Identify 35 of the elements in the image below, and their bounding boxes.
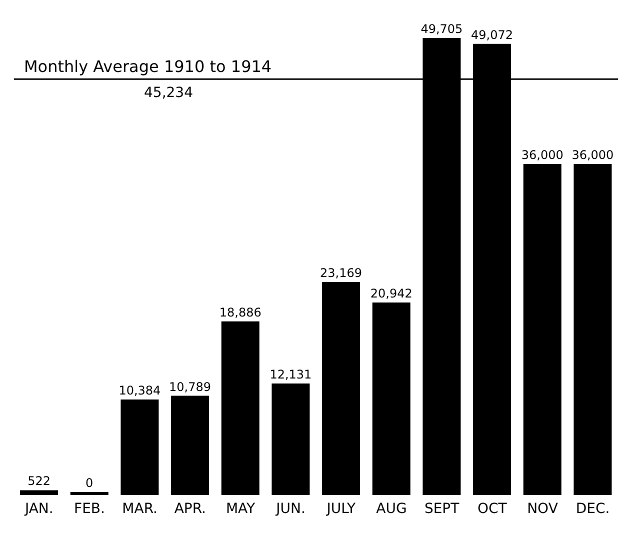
bar <box>523 164 562 495</box>
data-label: 49,072 <box>471 28 514 42</box>
x-tick-label: JULY <box>326 500 356 517</box>
bar <box>574 164 612 495</box>
bar <box>221 321 260 495</box>
x-tick-label: APR. <box>174 500 206 517</box>
x-tick-label: MAR. <box>122 500 158 517</box>
data-label: 12,131 <box>270 367 312 382</box>
data-label: 20,942 <box>370 286 412 300</box>
bar <box>20 490 58 495</box>
x-tick-label: DEC. <box>576 500 610 517</box>
data-label: 10,384 <box>118 384 161 398</box>
x-tick-label: SEPT <box>424 500 460 517</box>
data-label: 36,000 <box>572 148 614 162</box>
bar <box>322 282 360 495</box>
x-tick-label: JUN. <box>275 500 306 517</box>
data-label: 36,000 <box>521 148 564 162</box>
x-tick-label: JAN. <box>24 500 54 517</box>
x-tick-label: FEB. <box>74 500 105 517</box>
x-tick-label: OCT <box>477 500 508 517</box>
annotation: 45,234 <box>144 85 194 102</box>
data-label: 522 <box>28 474 50 488</box>
bar <box>372 302 410 495</box>
ref-line-label: Monthly Average 1910 to 1914 <box>24 57 272 76</box>
data-label: 23,169 <box>320 266 362 280</box>
data-label: 0 <box>86 476 94 490</box>
x-tick-label: MAY <box>226 500 256 517</box>
bar <box>120 400 159 495</box>
x-tick-label: AUG <box>376 500 407 517</box>
bar <box>272 383 310 495</box>
x-tick-label: NOV <box>527 500 558 517</box>
data-label: 49,705 <box>420 22 463 36</box>
data-label: 10,789 <box>169 380 212 394</box>
data-label: 18,886 <box>219 305 262 320</box>
bar <box>171 396 210 495</box>
